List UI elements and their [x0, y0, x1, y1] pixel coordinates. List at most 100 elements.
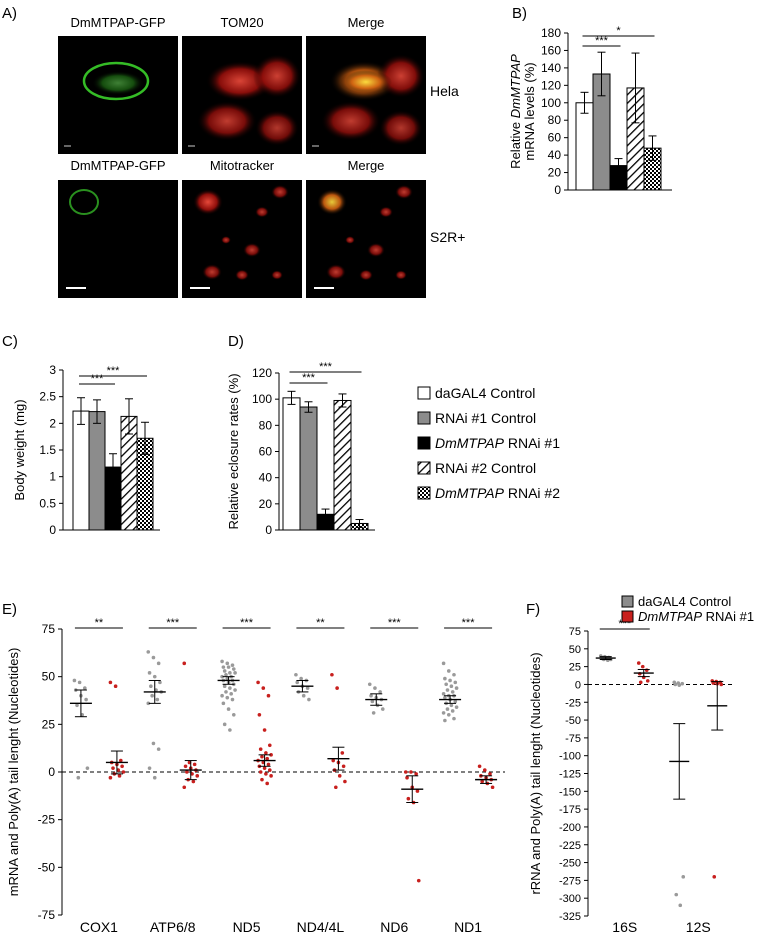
- rnai-data-point: [258, 747, 263, 751]
- cell-signal: [197, 101, 257, 141]
- y-tick-label: -275: [559, 875, 581, 887]
- cell-signal: [340, 70, 392, 94]
- legend-label: daGAL4 Control: [638, 594, 731, 609]
- rnai-data-point: [488, 772, 492, 776]
- rnai-data-point: [638, 680, 643, 685]
- y-tick-label: 0: [575, 679, 581, 691]
- control-data-point: [443, 676, 447, 681]
- control-data-point: [301, 693, 306, 698]
- category-label: 16S: [612, 919, 637, 935]
- cell-signal: [221, 236, 231, 244]
- control-data-point: [146, 650, 151, 654]
- control-data-point: [221, 665, 226, 669]
- bar-chart-eclosure: 0 20 40 60 80 100 120 ****** Relative eclosure r…: [226, 361, 375, 537]
- control-data-point: [224, 690, 228, 694]
- panel-label-b: B): [512, 5, 527, 22]
- legend-label-italic: DmMTPAP: [435, 485, 505, 501]
- y-tick-label: 60: [259, 445, 273, 459]
- control-data-point: [152, 775, 157, 780]
- cell-signal: [359, 269, 373, 281]
- rnai-data-point: [265, 756, 269, 761]
- rnai-data-point: [269, 753, 273, 757]
- control-data-point: [222, 684, 227, 688]
- microscopy-column-label: DmMTPAP-GFP: [70, 158, 165, 173]
- control-data-point: [673, 682, 678, 687]
- control-data-point: [225, 661, 230, 666]
- control-data-point: [295, 680, 300, 685]
- y-axis-label-italic: DmMTPAP: [508, 54, 523, 118]
- y-tick-label: 1: [49, 470, 56, 484]
- y-tick-label: -250: [559, 858, 581, 870]
- significance-label: ***: [91, 373, 105, 385]
- category-label: COX1: [80, 919, 118, 935]
- rnai-data-point: [113, 684, 118, 688]
- cell-signal: [379, 110, 423, 146]
- y-tick-label: 2.5: [39, 390, 56, 404]
- panel-label-a: A): [2, 5, 17, 22]
- y-axis-label: mRNA and Poly(A) tail lenght (Nucleotide…: [6, 648, 21, 897]
- rnai-data-point: [260, 754, 264, 759]
- rnai-data-point: [257, 713, 262, 717]
- rnai-data-point: [480, 779, 484, 784]
- y-axis-label: Relative eclosure rates (%): [226, 373, 241, 529]
- control-data-point: [220, 693, 224, 698]
- panel-label-e: E): [2, 601, 17, 618]
- control-data-point: [230, 663, 235, 668]
- y-tick-label: 60: [548, 131, 562, 145]
- control-data-point: [441, 661, 446, 666]
- rnai-data-point: [403, 770, 408, 774]
- rnai-data-point: [640, 664, 645, 669]
- bar: [575, 102, 594, 191]
- control-data-point: [231, 713, 236, 717]
- control-data-point: [371, 711, 376, 715]
- control-data-point: [450, 690, 455, 694]
- control-data-point: [233, 688, 237, 692]
- y-tick-label: -150: [559, 786, 581, 798]
- rnai-data-point: [117, 774, 122, 778]
- y-tick-label: 160: [541, 43, 561, 57]
- control-data-point: [369, 693, 373, 698]
- control-data-point: [445, 688, 450, 692]
- control-data-point: [83, 686, 87, 690]
- category-label: 12S: [686, 919, 711, 935]
- control-data-point: [443, 718, 447, 723]
- control-data-point: [228, 728, 232, 732]
- control-data-point: [220, 659, 224, 664]
- cell-signal: [243, 242, 261, 258]
- y-tick-label: 120: [252, 366, 272, 380]
- control-data-point: [294, 672, 298, 677]
- control-data-point: [222, 722, 227, 727]
- y-tick-label: -125: [559, 769, 581, 781]
- bar: [88, 411, 106, 531]
- y-tick-label: 40: [548, 148, 562, 162]
- control-data-point: [378, 690, 382, 694]
- legend-swatch: [417, 411, 431, 425]
- significance-label: ***: [107, 365, 121, 377]
- rnai-data-point: [111, 766, 115, 770]
- cell-signal: [326, 264, 346, 280]
- control-data-point: [76, 775, 81, 780]
- control-data-point: [85, 766, 90, 770]
- bar: [333, 399, 352, 531]
- control-data-point: [681, 875, 686, 879]
- control-data-point: [233, 671, 237, 675]
- rnai-data-point: [482, 768, 487, 772]
- control-data-point: [156, 661, 161, 666]
- significance-label: ***: [595, 35, 609, 47]
- y-tick-label: 80: [259, 418, 273, 432]
- rnai-data-point: [256, 680, 260, 685]
- rnai-data-point: [269, 774, 273, 778]
- cell-signal: [92, 71, 144, 95]
- rnai-data-point: [477, 764, 482, 769]
- legend-label: DmMTPAP RNAi #1: [638, 609, 754, 624]
- control-data-point: [446, 669, 451, 673]
- control-data-point: [72, 678, 77, 683]
- legend-label-italic: DmMTPAP: [435, 435, 505, 451]
- y-axis-label-line2: mRNA levels (%): [522, 62, 537, 160]
- rnai-data-point: [120, 764, 124, 769]
- control-data-point: [444, 682, 448, 687]
- rnai-data-point: [644, 668, 649, 672]
- control-data-point: [151, 741, 156, 746]
- control-data-point: [231, 667, 236, 671]
